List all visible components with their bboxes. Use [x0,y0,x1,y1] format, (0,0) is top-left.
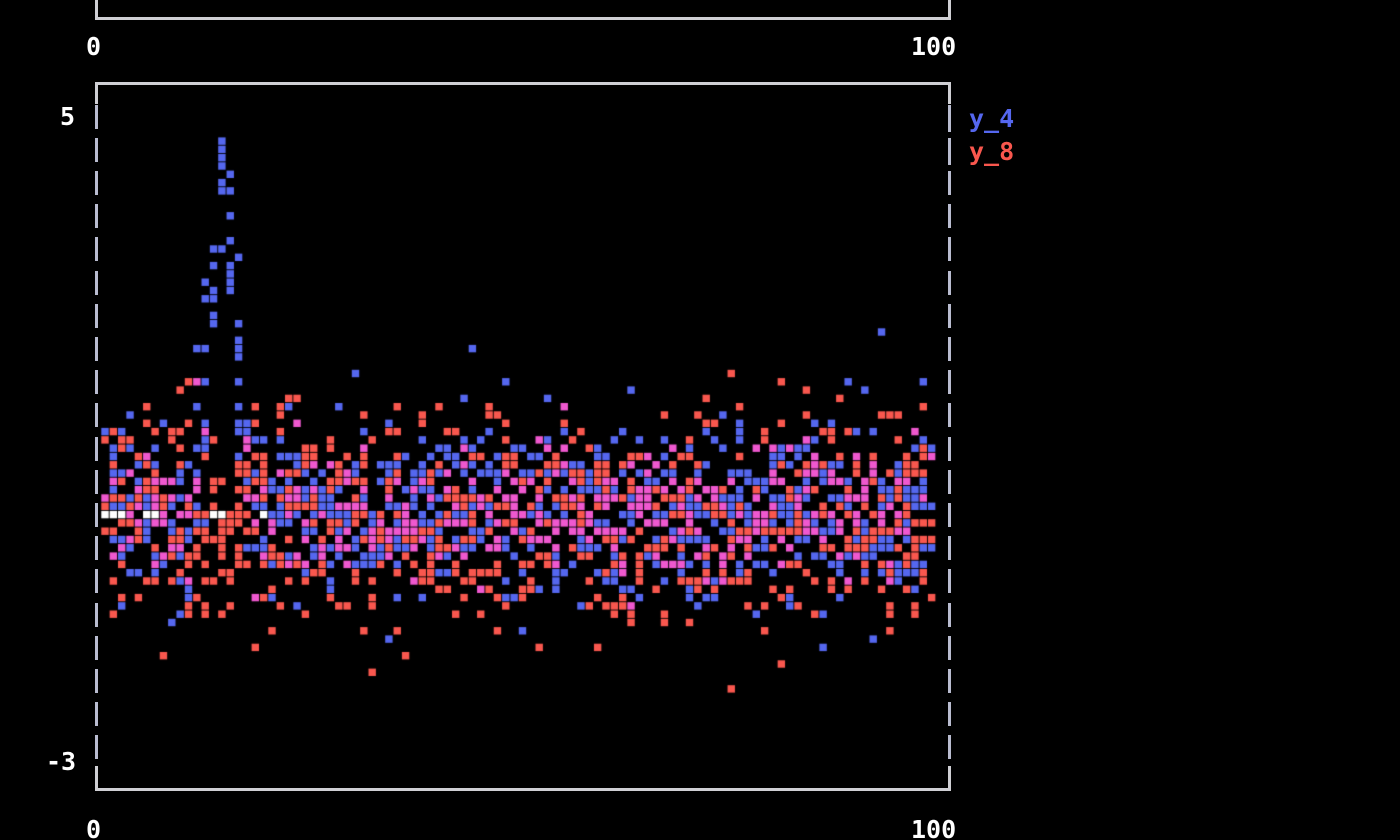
plot-border-tick [948,602,951,627]
plot-xtick-right: 100 [911,815,957,840]
upper-plot-xtick-left: 0 [86,32,102,61]
plot-border-tick [948,370,951,395]
plot-top-border [95,82,951,85]
plot-border-tick [948,303,951,328]
plot-border-tick [95,303,98,328]
plot-top-left-corner [95,82,98,104]
plot-border-tick [948,204,951,229]
plot-border-tick [948,536,951,561]
plot-bottom-right-corner [948,766,951,788]
plot-ytick-bottom: -3 [46,747,77,776]
plot-border-tick [948,237,951,262]
plot-border-tick [95,602,98,627]
plot-top-right-corner [948,82,951,104]
plot-border-tick [948,469,951,494]
plot-border-tick [948,569,951,594]
legend-border-tick [948,105,951,132]
plot-border-tick [948,669,951,693]
plot-border-tick [95,270,98,295]
plot-border-tick [95,702,98,727]
plot-border-tick [95,669,98,693]
plot-border-tick [95,171,98,195]
plot-border-tick [948,403,951,428]
plot-border-tick [95,370,98,395]
plot-bottom-border [95,788,951,791]
plot-border-tick [948,702,951,727]
plot-border-tick [948,270,951,295]
plot-border-tick [95,503,98,527]
plot-border-tick [948,735,951,760]
upper-plot-xtick-right: 100 [911,32,957,61]
legend-item-y_4: y_4 [948,102,1014,135]
legend-label: y_4 [969,104,1015,133]
legend-item-y_8: y_8 [948,135,1014,168]
plot-border-tick [95,403,98,428]
plot-border-tick [95,337,98,361]
plot-border-tick [948,635,951,660]
plot-xtick-left: 0 [86,815,102,840]
plot-left-border [95,100,98,772]
upper-plot-bottom-border [95,17,951,20]
plot-border-tick [95,469,98,494]
plot-ytick-top: 5 [60,102,76,131]
upper-plot-left-corner [95,0,98,20]
plot-border-tick [95,237,98,262]
upper-plot-right-corner [948,0,951,20]
plot-border-tick [95,536,98,561]
plot-border-tick [948,503,951,527]
plot-border-tick [95,635,98,660]
plot-border-tick [948,171,951,195]
legend-border-tick [948,138,951,165]
plot-border-tick [95,104,98,129]
scatter-braille-canvas [99,101,949,787]
upper-plot-fragment: 0 100 [0,0,1400,70]
plot-border-tick [948,436,951,461]
legend-label: y_8 [969,137,1015,166]
plot-border-tick [95,735,98,760]
plot-border-tick [95,204,98,229]
plot-legend: y_4 y_8 [948,102,1014,168]
plot-bottom-left-corner [95,766,98,788]
plot-border-tick [95,436,98,461]
plot-border-tick [95,137,98,162]
plot-border-tick [95,569,98,594]
plot-border-tick [948,337,951,361]
plot-right-border [948,100,951,772]
